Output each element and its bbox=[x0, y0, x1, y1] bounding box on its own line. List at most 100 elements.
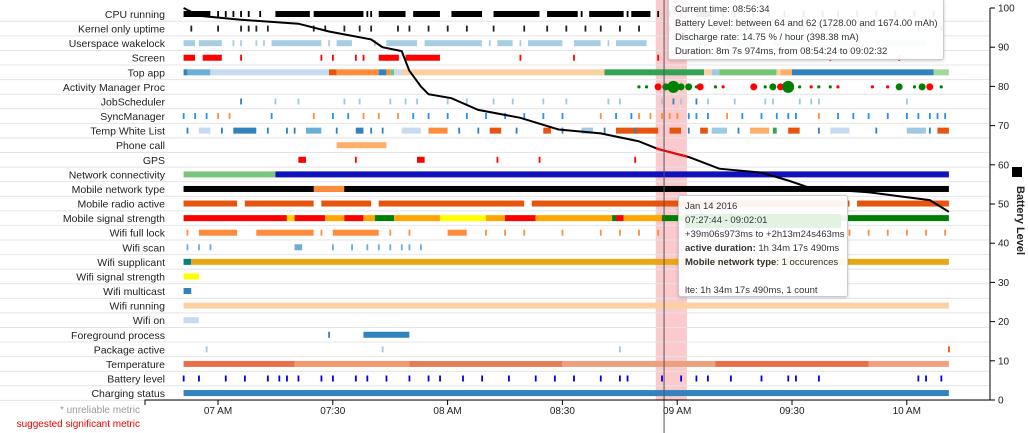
row-tick bbox=[817, 127, 820, 134]
row-segment bbox=[183, 317, 199, 324]
tooltip-date: Jan 14 2016 bbox=[685, 201, 738, 212]
battery-axis-tick-label: 40 bbox=[998, 239, 1010, 250]
proc-dot bbox=[637, 85, 641, 89]
row-tick bbox=[217, 25, 219, 32]
row-label-10: GPS bbox=[143, 155, 165, 167]
row-segment bbox=[547, 11, 578, 17]
row-segment bbox=[612, 215, 616, 222]
row-tick bbox=[370, 25, 373, 32]
row-label-6: JobScheduler bbox=[101, 96, 166, 108]
row-label-13: Mobile radio active bbox=[77, 199, 165, 211]
row-tick bbox=[680, 98, 683, 105]
row-tick bbox=[707, 375, 709, 382]
row-tick bbox=[925, 375, 927, 382]
row-tick bbox=[817, 113, 820, 120]
row-segment bbox=[386, 40, 417, 47]
tooltip-battery-level: Battery Level: between 64 and 62 (1728.0… bbox=[675, 18, 938, 29]
row-segment bbox=[198, 229, 238, 236]
row-label-20: Wifi running bbox=[110, 301, 166, 313]
row-tick bbox=[508, 375, 510, 382]
row-tick bbox=[810, 98, 813, 105]
row-tick bbox=[561, 113, 564, 120]
row-tick bbox=[385, 54, 388, 61]
row-tick bbox=[400, 244, 403, 251]
row-label-23: Package active bbox=[94, 344, 165, 356]
row-label-9: Phone call bbox=[116, 140, 165, 152]
row-tick bbox=[538, 156, 541, 163]
row-segment bbox=[183, 360, 295, 367]
x-tick-label: 08 AM bbox=[433, 406, 461, 417]
row-tick bbox=[542, 113, 545, 120]
row-tick bbox=[190, 25, 193, 32]
row-tick bbox=[335, 127, 338, 134]
row-segment bbox=[313, 11, 364, 17]
row-tick bbox=[232, 11, 235, 17]
row-tick bbox=[205, 113, 208, 120]
row-segment bbox=[355, 127, 364, 134]
row-tick bbox=[687, 127, 690, 134]
x-tick-label: 08:30 bbox=[550, 406, 575, 417]
row-tick bbox=[328, 331, 330, 338]
row-tick bbox=[427, 25, 430, 32]
row-tick bbox=[492, 98, 495, 105]
x-tick-label: 09:30 bbox=[779, 406, 804, 417]
row-tick bbox=[886, 113, 889, 120]
row-tick bbox=[661, 113, 663, 120]
row-tick bbox=[619, 375, 621, 382]
row-tick bbox=[446, 113, 449, 120]
row-tick bbox=[875, 127, 878, 134]
proc-dot bbox=[836, 85, 840, 89]
proc-dot bbox=[817, 85, 821, 89]
row-tick bbox=[661, 375, 663, 382]
proc-dot bbox=[870, 85, 874, 89]
row-tick bbox=[764, 98, 767, 105]
row-tick bbox=[263, 40, 265, 47]
row-segment bbox=[294, 244, 303, 251]
row-tick bbox=[638, 113, 640, 120]
row-label-16: Wifi scan bbox=[122, 242, 165, 254]
row-tick bbox=[504, 113, 506, 120]
row-tick bbox=[775, 113, 778, 120]
row-segment bbox=[298, 156, 307, 163]
proc-dot bbox=[912, 85, 917, 89]
proc-dot bbox=[926, 83, 934, 91]
row-segment bbox=[275, 171, 949, 178]
battery-axis-tick-label: 20 bbox=[998, 317, 1010, 328]
row-tick bbox=[928, 127, 931, 134]
row-segment bbox=[394, 215, 440, 222]
row-label-5: Activity Manager Proc bbox=[63, 82, 165, 94]
row-tick bbox=[446, 25, 449, 32]
row-segment bbox=[202, 54, 222, 61]
battery-axis-tick-label: 30 bbox=[998, 278, 1010, 289]
row-tick bbox=[940, 375, 943, 382]
row-tick bbox=[519, 40, 522, 47]
tooltip-time-range: 07:27:44 - 09:02:01 bbox=[685, 214, 841, 228]
row-tick bbox=[886, 229, 889, 236]
row-tick bbox=[936, 113, 939, 120]
row-label-1: Kernel only uptime bbox=[78, 24, 165, 36]
row-tick bbox=[817, 375, 820, 382]
row-segment bbox=[191, 258, 949, 265]
proc-dot bbox=[895, 83, 903, 91]
row-tick bbox=[798, 98, 801, 105]
row-tick bbox=[343, 98, 346, 105]
row-tick bbox=[615, 113, 617, 120]
row-tick bbox=[332, 113, 334, 120]
row-segment bbox=[451, 11, 483, 17]
row-segment bbox=[256, 229, 314, 236]
row-tick bbox=[332, 244, 334, 251]
row-segment bbox=[788, 127, 800, 134]
row-segment bbox=[527, 40, 563, 47]
row-tick bbox=[247, 25, 250, 32]
row-segment bbox=[409, 360, 563, 367]
row-tick bbox=[397, 54, 399, 61]
row-tick bbox=[737, 127, 740, 134]
row-segment bbox=[271, 40, 322, 47]
row-tick bbox=[565, 98, 568, 105]
row-segment bbox=[535, 215, 571, 222]
row-tick bbox=[523, 25, 526, 32]
row-tick bbox=[707, 98, 709, 105]
row-label-4: Top app bbox=[128, 67, 166, 79]
row-segment bbox=[390, 69, 395, 76]
